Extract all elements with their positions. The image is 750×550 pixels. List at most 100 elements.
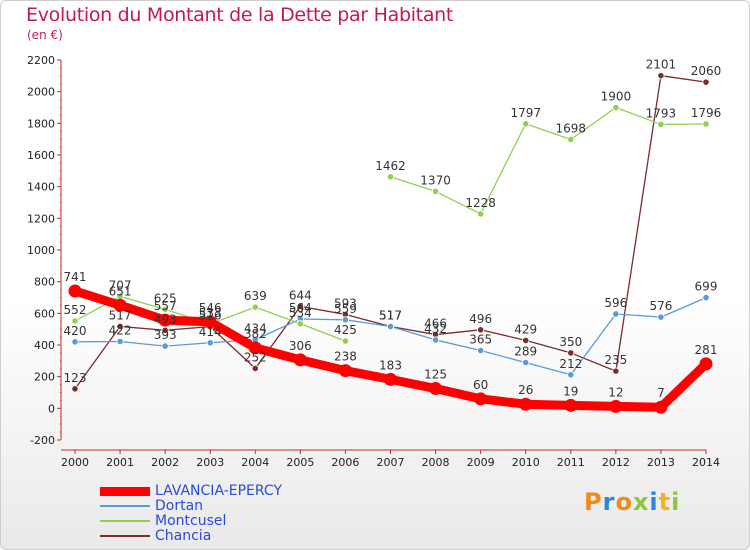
data-point-chancia <box>702 78 710 86</box>
data-label-montcusel: 625 <box>154 291 177 305</box>
data-point-montcusel <box>702 120 710 128</box>
data-label-dortan: 422 <box>109 324 132 338</box>
data-label-chancia: 517 <box>109 308 132 322</box>
data-label-montcusel: 1370 <box>420 173 451 187</box>
data-label-chancia: 493 <box>154 312 177 326</box>
data-label-montcusel: 707 <box>109 278 132 292</box>
data-label-montcusel: 534 <box>289 306 312 320</box>
data-point-dortan <box>341 316 350 324</box>
logo-letter: x <box>632 488 650 516</box>
legend-swatch-montcusel <box>100 520 150 522</box>
x-tick-label: 2005 <box>286 456 314 469</box>
y-tick-label: -200 <box>30 434 55 447</box>
data-point-montcusel <box>522 120 530 128</box>
x-tick-label: 2009 <box>467 456 495 469</box>
data-label-chancia: 496 <box>469 312 492 326</box>
data-point-chancia <box>657 72 665 80</box>
data-point-lavancia-epercy <box>564 398 578 412</box>
data-label-chancia: 593 <box>334 296 357 310</box>
legend-swatch-chancia <box>100 535 150 537</box>
y-tick-label: 1800 <box>27 117 55 130</box>
x-tick-label: 2006 <box>331 456 359 469</box>
x-tick-label: 2002 <box>151 456 179 469</box>
legend-label-montcusel: Montcusel <box>155 513 227 529</box>
legend-swatch-dortan <box>100 505 150 507</box>
logo-letter: i <box>671 488 681 516</box>
data-point-chancia <box>522 336 530 345</box>
data-point-dortan <box>612 310 620 318</box>
data-label-montcusel: 1698 <box>556 121 587 135</box>
data-point-dortan <box>431 336 440 344</box>
data-point-montcusel <box>612 103 620 112</box>
data-label-dortan: 414 <box>199 325 222 339</box>
data-label-montcusel: 1228 <box>465 196 496 210</box>
data-label-dortan: 576 <box>649 299 672 313</box>
logo-letter: P <box>584 488 603 516</box>
logo-letter: t <box>658 488 672 516</box>
data-label-montcusel: 1797 <box>510 106 541 120</box>
data-label-chancia: 252 <box>244 350 267 364</box>
axes: -200 0 200 400 600 800 1000 1200 1400 1600 1800 200… <box>27 54 720 469</box>
series-layer <box>68 72 713 414</box>
data-label-dortan: 699 <box>695 280 718 294</box>
data-labels: 123 517 493 516 252 644 593 517 466 496 429 350 235 2… <box>64 58 722 401</box>
data-point-dortan <box>71 338 79 346</box>
data-label-lavancia-epercy: 238 <box>334 350 357 364</box>
logo-letter: r <box>602 488 616 516</box>
data-point-dortan <box>206 339 214 347</box>
data-point-chancia <box>71 385 79 393</box>
data-point-chancia <box>296 302 304 310</box>
data-label-lavancia-epercy: 557 <box>154 299 177 313</box>
data-point-lavancia-epercy <box>203 315 217 329</box>
data-point-lavancia-epercy <box>519 397 533 411</box>
y-tick-label: 2200 <box>27 54 55 67</box>
data-point-montcusel <box>477 210 485 218</box>
y-tick-label: 1200 <box>27 212 55 225</box>
data-label-chancia: 429 <box>514 322 537 336</box>
data-label-dortan: 212 <box>559 357 582 371</box>
data-point-lavancia-epercy <box>248 341 262 355</box>
data-point-chancia <box>612 367 620 375</box>
x-tick-label: 2003 <box>196 456 224 469</box>
unit-label: (en €) <box>27 28 63 42</box>
y-tick-label: 1000 <box>27 244 55 257</box>
data-label-dortan: 289 <box>514 345 537 359</box>
data-label-lavancia-epercy: 12 <box>608 385 623 399</box>
data-point-lavancia-epercy <box>609 399 623 413</box>
data-label-dortan: 365 <box>469 333 492 347</box>
x-tick-label: 2004 <box>241 456 269 469</box>
data-label-montcusel: 1462 <box>375 159 406 173</box>
data-label-montcusel: 1900 <box>601 90 632 104</box>
legend-swatch-lavancia <box>100 487 150 496</box>
data-point-montcusel <box>296 320 304 328</box>
data-label-chancia: 350 <box>559 335 582 349</box>
data-label-dortan: 393 <box>154 328 177 342</box>
data-label-montcusel: 425 <box>334 323 357 337</box>
data-point-lavancia-epercy <box>654 400 668 414</box>
x-tick-label: 2011 <box>557 456 585 469</box>
x-tick-label: 2014 <box>692 456 720 469</box>
data-point-chancia <box>161 326 169 334</box>
data-label-dortan: 432 <box>424 322 447 336</box>
y-tick-label: 600 <box>34 307 55 320</box>
data-point-montcusel <box>657 120 665 129</box>
data-label-lavancia-epercy: 281 <box>695 343 718 357</box>
x-tick-label: 2008 <box>422 456 450 469</box>
legend-label-chancia: Chancia <box>155 528 212 544</box>
data-label-lavancia-epercy: 19 <box>563 384 578 398</box>
data-point-montcusel <box>251 303 259 311</box>
data-label-chancia: 644 <box>289 288 312 302</box>
data-point-lavancia-epercy <box>158 313 172 327</box>
data-label-dortan: 517 <box>379 308 402 322</box>
data-point-dortan <box>386 322 395 331</box>
data-label-montcusel: 1796 <box>691 106 722 120</box>
data-label-dortan: 559 <box>334 302 357 316</box>
y-tick-label: 1600 <box>27 149 55 162</box>
data-point-lavancia-epercy <box>113 298 127 312</box>
data-label-lavancia-epercy: 183 <box>379 358 402 372</box>
data-label-montcusel: 533 <box>199 306 222 320</box>
data-point-chancia <box>251 364 259 373</box>
data-label-lavancia-epercy: 382 <box>244 327 267 341</box>
data-label-chancia: 235 <box>604 353 627 367</box>
